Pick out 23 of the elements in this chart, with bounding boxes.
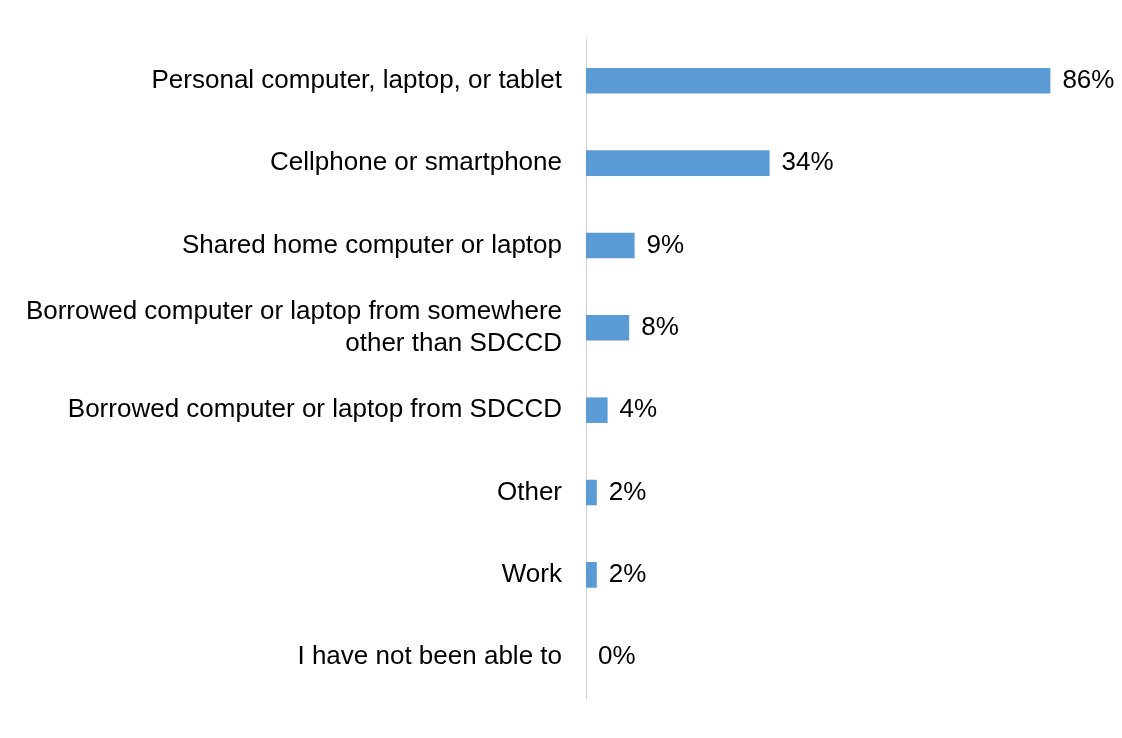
data-label: 34% [781,146,834,177]
bar [586,232,635,259]
bar [586,68,1051,94]
data-label: 4% [619,393,658,424]
y-tick-label: Other [496,475,563,506]
y-tick-label: Shared home computer or laptop [181,228,562,259]
data-label: 9% [646,228,685,259]
y-tick-label: Borrowed computer or laptop from somewhere other than SDCCD [25,295,562,357]
y-tick-label: Personal computer, laptop, or tablet [151,63,563,94]
y-tick-label: I have not been able to [297,640,562,671]
data-label: 2% [608,558,647,589]
y-tick-label: Work [501,558,563,589]
y-tick-label: Cellphone or smartphone [270,146,562,177]
bar [586,479,597,506]
data-label: 8% [641,311,679,341]
bar [586,397,608,423]
data-label: 86% [1062,63,1115,94]
y-tick-label: Borrowed computer or laptop from SDCCD [67,393,562,424]
bar [586,150,770,176]
bar [586,315,630,341]
data-label: 0% [598,640,636,671]
data-label: 2% [608,475,647,506]
bar [586,562,597,588]
